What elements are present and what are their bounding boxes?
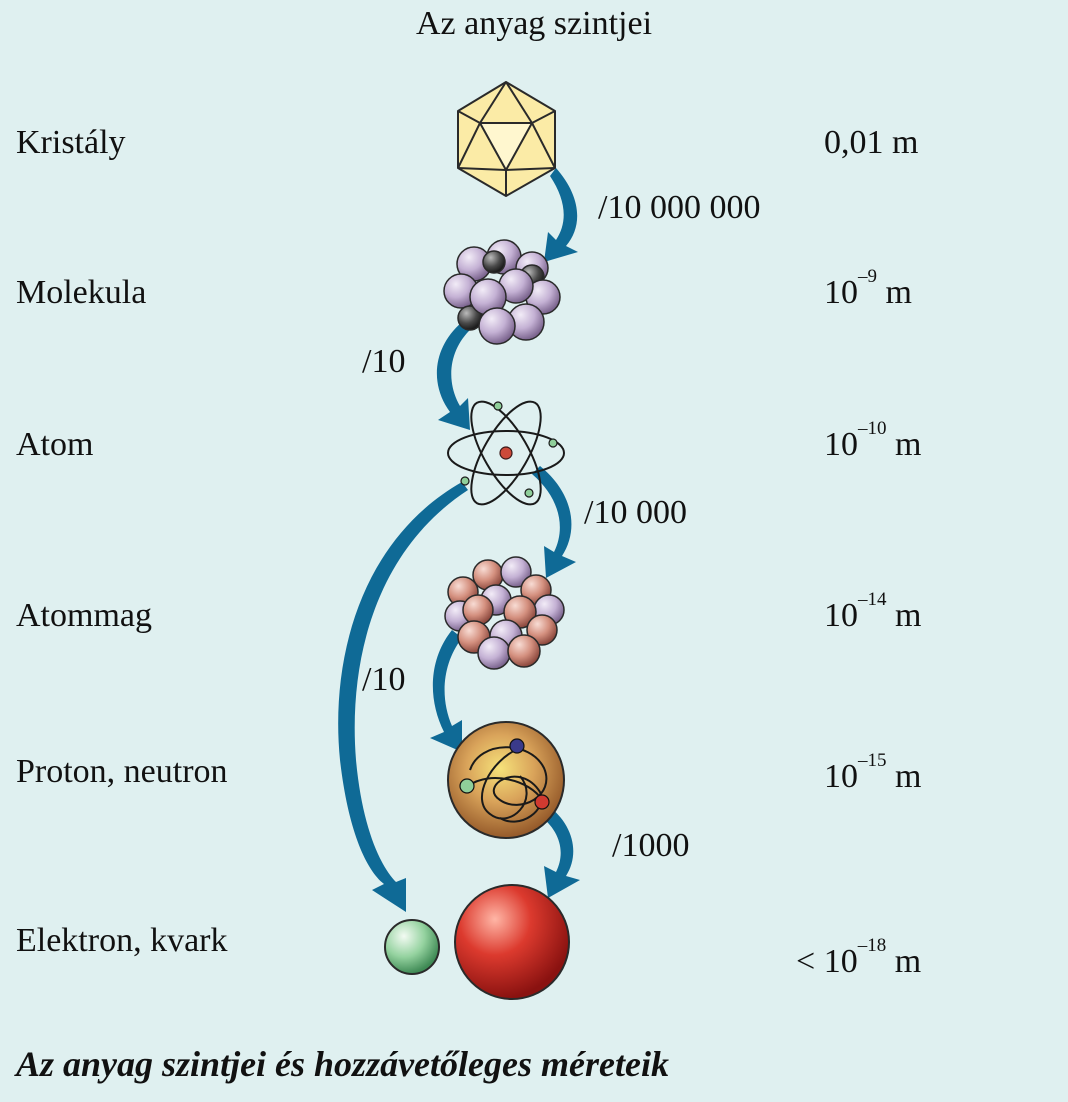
size-proton-neutron: 10–15 m xyxy=(824,750,922,795)
label-atom: Atom xyxy=(16,426,94,463)
size-atommag: 10–14 m xyxy=(824,589,922,634)
label-atommag: Atommag xyxy=(16,597,152,634)
ratio-molecule-atom: /10 xyxy=(362,343,406,380)
size-molekula: 10–9 m xyxy=(824,266,912,311)
electron-icon xyxy=(384,919,440,975)
size-elektron-kvark: < 10–18 m xyxy=(796,935,922,980)
label-elektron-kvark: Elektron, kvark xyxy=(16,922,228,959)
label-molekula: Molekula xyxy=(16,274,147,311)
nucleon-icon xyxy=(447,721,565,839)
label-kristaly: Kristály xyxy=(16,124,126,161)
arrow-molecule-to-atom xyxy=(436,322,472,430)
arrow-nucleus-to-nucleon xyxy=(430,630,462,752)
ratio-crystal-molecule: /10 000 000 xyxy=(598,189,761,226)
atom-icon xyxy=(447,400,565,506)
arrow-atom-to-nucleus xyxy=(532,466,576,578)
ratio-atom-nucleus: /10 000 xyxy=(584,494,687,531)
ratio-nucleus-nucleon: /10 xyxy=(362,661,406,698)
figure-caption: Az anyag szintjei és hozzávetőleges mére… xyxy=(16,1044,669,1084)
arrow-crystal-to-molecule xyxy=(544,168,578,262)
nucleus-icon xyxy=(444,556,565,670)
arrow-nucleon-to-quark xyxy=(538,804,580,898)
size-kristaly: 0,01 m xyxy=(824,124,919,161)
molecule-icon xyxy=(443,239,561,345)
size-atom: 10–10 m xyxy=(824,418,922,463)
arrow-atom-to-electron xyxy=(338,482,468,912)
crystal-icon xyxy=(457,81,556,197)
diagram-title: Az anyag szintjei xyxy=(415,5,653,42)
label-proton-neutron: Proton, neutron xyxy=(16,753,228,790)
arrows xyxy=(338,168,580,912)
ratio-nucleon-quark: /1000 xyxy=(612,827,690,864)
quark-icon xyxy=(454,884,570,1000)
